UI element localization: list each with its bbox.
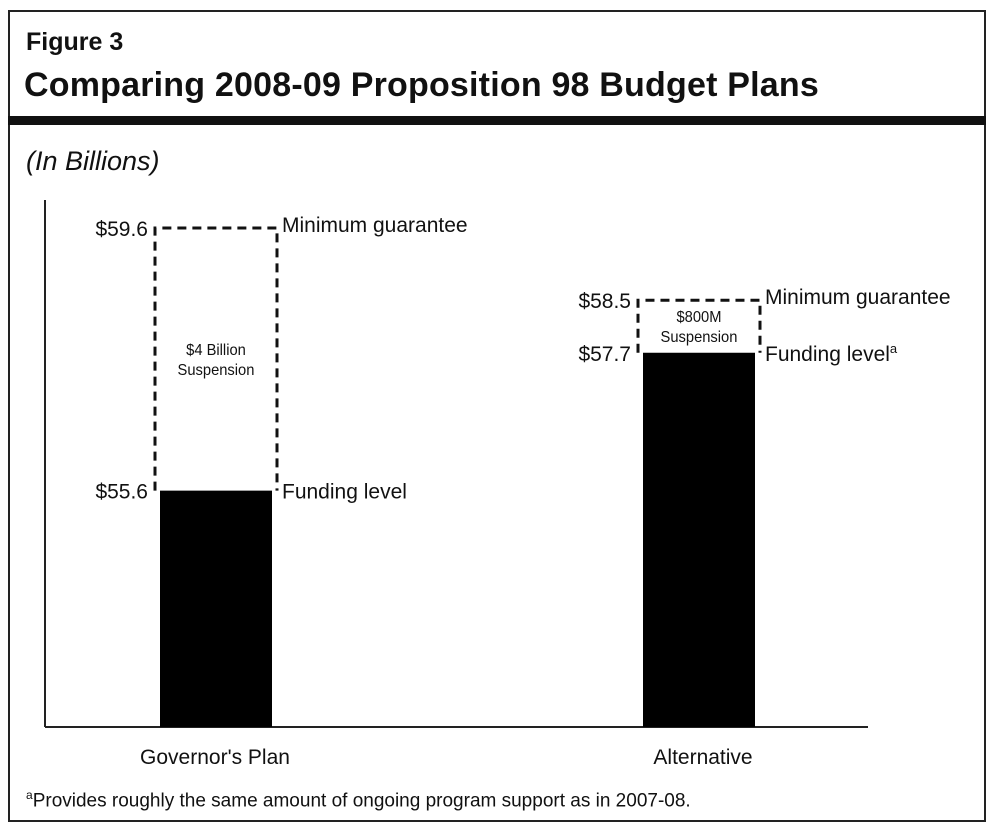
footnote-marker: a xyxy=(26,788,33,802)
figure-frame xyxy=(8,10,986,822)
suspension-label: $800M xyxy=(677,309,722,327)
figure-title: Comparing 2008-09 Proposition 98 Budget … xyxy=(24,66,819,104)
category-label: Alternative xyxy=(653,746,752,769)
suspension-label: Suspension xyxy=(178,361,255,379)
footnote-ref: a xyxy=(890,341,898,356)
footnote: aProvides roughly the same amount of ong… xyxy=(26,788,691,812)
guarantee-annotation: Minimum guarantee xyxy=(282,214,468,237)
guarantee-value-label: $59.6 xyxy=(95,218,148,241)
suspension-box xyxy=(153,226,279,491)
guarantee-value-label: $58.5 xyxy=(578,290,631,313)
funding-annotation: Funding level xyxy=(282,481,407,504)
funding-annotation: Funding levela xyxy=(765,341,898,366)
funding-bar xyxy=(160,490,272,727)
funding-value-label: $55.6 xyxy=(95,481,148,504)
suspension-box xyxy=(636,298,762,353)
footnote-text: Provides roughly the same amount of ongo… xyxy=(32,790,691,812)
figure-label: Figure 3 xyxy=(26,28,124,56)
title-rule xyxy=(8,116,986,125)
guarantee-annotation: Minimum guarantee xyxy=(765,286,951,309)
funding-value-label: $57.7 xyxy=(578,343,631,366)
units-label: (In Billions) xyxy=(26,146,160,176)
category-label: Governor's Plan xyxy=(140,746,290,769)
suspension-label: $4 Billion xyxy=(186,341,246,359)
suspension-label: Suspension xyxy=(661,329,738,347)
funding-bar xyxy=(643,352,755,727)
